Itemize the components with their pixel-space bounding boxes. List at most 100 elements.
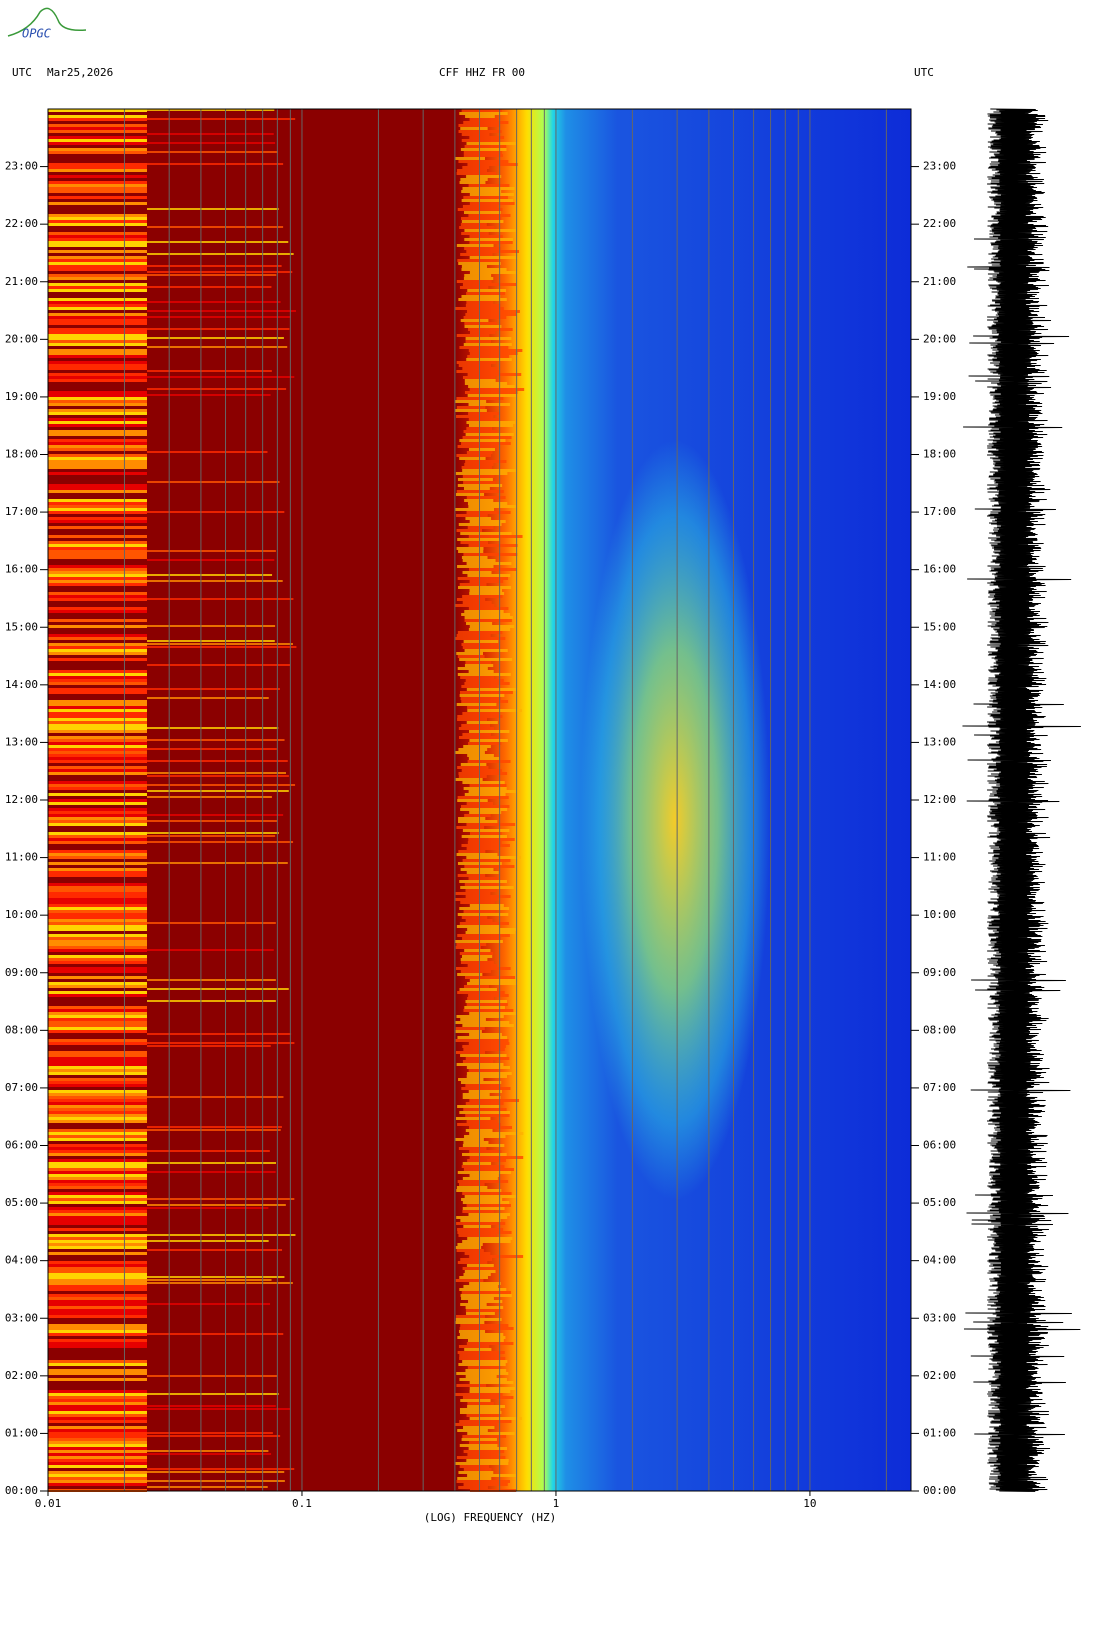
band xyxy=(461,769,502,772)
band xyxy=(48,700,147,703)
band xyxy=(48,811,147,814)
band xyxy=(459,1465,490,1468)
band xyxy=(469,580,504,583)
band xyxy=(464,1195,519,1198)
band xyxy=(48,1426,147,1429)
band xyxy=(48,712,147,715)
band xyxy=(147,109,275,111)
band xyxy=(48,1345,147,1348)
band xyxy=(461,835,508,838)
band xyxy=(463,1273,491,1276)
band xyxy=(48,784,147,787)
band xyxy=(464,610,504,613)
band xyxy=(48,1288,147,1291)
band xyxy=(464,1348,492,1351)
band xyxy=(465,895,511,898)
band xyxy=(459,181,486,184)
band xyxy=(467,1339,504,1342)
band xyxy=(468,790,520,793)
band xyxy=(466,982,520,985)
band xyxy=(462,1210,495,1213)
band xyxy=(458,586,512,589)
band xyxy=(460,868,494,871)
band xyxy=(48,139,147,142)
band xyxy=(455,898,498,901)
band xyxy=(462,859,511,862)
band xyxy=(48,1111,147,1114)
band xyxy=(48,1420,147,1423)
band xyxy=(147,1033,292,1035)
band xyxy=(464,382,508,385)
band xyxy=(460,1258,493,1261)
band xyxy=(468,403,511,406)
band xyxy=(48,814,147,817)
band xyxy=(462,571,492,574)
band xyxy=(469,568,517,571)
band xyxy=(48,373,147,376)
band xyxy=(147,1450,269,1452)
band xyxy=(48,913,147,916)
band xyxy=(460,1399,491,1402)
band xyxy=(48,856,147,859)
band xyxy=(456,853,498,856)
band xyxy=(48,1372,147,1375)
band xyxy=(457,1261,488,1264)
band xyxy=(456,652,484,655)
band xyxy=(147,481,280,483)
band xyxy=(48,571,147,574)
band xyxy=(48,190,147,193)
y-tick-label: 07:00 xyxy=(5,1081,38,1094)
y-tick-label: 14:00 xyxy=(5,678,38,691)
band xyxy=(48,1108,147,1111)
y-tick-label: 17:00 xyxy=(5,505,38,518)
band xyxy=(468,607,509,610)
band xyxy=(461,916,488,919)
band xyxy=(48,298,147,301)
band xyxy=(455,1246,482,1249)
band xyxy=(48,250,147,253)
band xyxy=(48,526,147,529)
band xyxy=(459,286,489,289)
band xyxy=(48,817,147,820)
band xyxy=(469,193,514,196)
y-tick-label: 19:00 xyxy=(923,390,956,403)
band xyxy=(456,1186,488,1189)
seismogram xyxy=(962,108,1081,1492)
band xyxy=(460,676,495,679)
band xyxy=(48,511,147,514)
band xyxy=(462,1093,490,1096)
band xyxy=(48,361,147,364)
band xyxy=(48,1093,147,1096)
band xyxy=(48,874,147,877)
band xyxy=(147,1282,293,1284)
band xyxy=(48,1333,147,1336)
band xyxy=(48,1216,147,1219)
band xyxy=(461,844,510,847)
band xyxy=(468,448,495,451)
band xyxy=(48,787,147,790)
band xyxy=(48,1243,147,1246)
band xyxy=(48,1153,147,1156)
band xyxy=(466,1264,494,1267)
band xyxy=(466,1312,495,1315)
band xyxy=(48,934,147,937)
band xyxy=(48,730,147,733)
band xyxy=(48,619,147,622)
band xyxy=(460,958,488,961)
band xyxy=(460,532,512,535)
band xyxy=(458,160,509,163)
band xyxy=(460,763,487,766)
band xyxy=(147,1393,279,1395)
band xyxy=(469,1150,502,1153)
band xyxy=(458,820,498,823)
band xyxy=(458,1234,496,1237)
band xyxy=(48,424,147,427)
band xyxy=(48,544,147,547)
band xyxy=(48,1471,147,1474)
band xyxy=(469,352,518,355)
y-tick-label: 20:00 xyxy=(5,332,38,345)
band xyxy=(147,1129,281,1131)
band xyxy=(456,244,494,247)
band xyxy=(147,775,289,777)
band xyxy=(147,274,277,276)
